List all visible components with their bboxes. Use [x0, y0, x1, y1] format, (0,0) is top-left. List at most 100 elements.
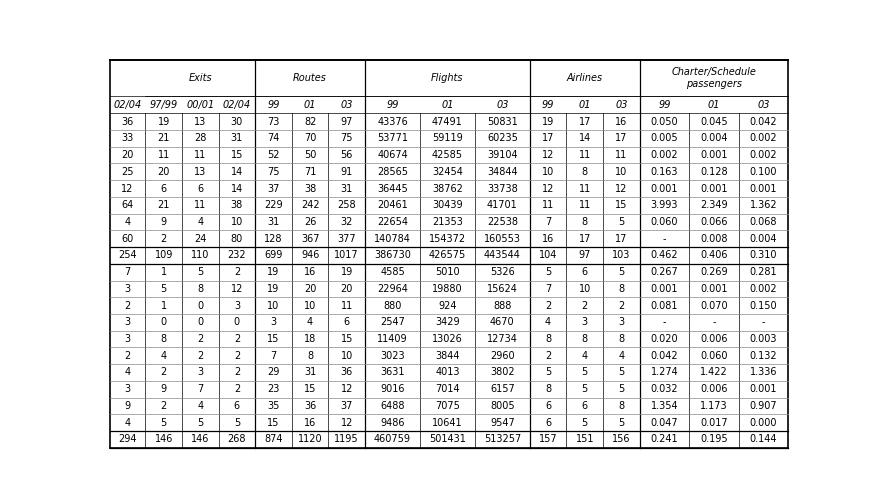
- Text: 12: 12: [341, 417, 353, 428]
- Text: 33738: 33738: [487, 184, 518, 194]
- Text: 73: 73: [267, 117, 279, 127]
- Text: 0.002: 0.002: [750, 150, 777, 160]
- Text: 38: 38: [230, 200, 243, 210]
- Text: 17: 17: [615, 234, 627, 244]
- Text: 0.281: 0.281: [750, 267, 777, 277]
- Text: 1.336: 1.336: [750, 368, 777, 377]
- Text: 0.001: 0.001: [700, 150, 728, 160]
- Text: 56: 56: [341, 150, 353, 160]
- Text: 0: 0: [160, 317, 166, 327]
- Text: 103: 103: [612, 250, 631, 261]
- Text: 160553: 160553: [484, 234, 521, 244]
- Text: 2: 2: [160, 368, 166, 377]
- Text: 1017: 1017: [335, 250, 359, 261]
- Text: 8: 8: [582, 334, 588, 344]
- Text: 19: 19: [542, 117, 555, 127]
- Text: 0.042: 0.042: [750, 117, 777, 127]
- Text: 0.310: 0.310: [750, 250, 777, 261]
- Text: 0.032: 0.032: [651, 384, 678, 394]
- Text: 880: 880: [384, 301, 402, 310]
- Text: 156: 156: [612, 434, 631, 444]
- Text: 699: 699: [265, 250, 283, 261]
- Text: 5010: 5010: [435, 267, 460, 277]
- Text: 10: 10: [615, 167, 627, 177]
- Text: 5: 5: [618, 384, 625, 394]
- Text: 6: 6: [545, 417, 551, 428]
- Text: 0.006: 0.006: [700, 384, 728, 394]
- Text: 3: 3: [618, 317, 625, 327]
- Text: 4: 4: [545, 317, 551, 327]
- Text: 2: 2: [234, 334, 240, 344]
- Text: 00/01: 00/01: [186, 100, 215, 110]
- Text: 2: 2: [197, 351, 203, 361]
- Text: 38762: 38762: [432, 184, 463, 194]
- Text: 36: 36: [341, 368, 353, 377]
- Text: 3.993: 3.993: [651, 200, 678, 210]
- Text: 21: 21: [158, 133, 170, 143]
- Text: 28565: 28565: [377, 167, 408, 177]
- Text: 22654: 22654: [377, 217, 408, 227]
- Text: 12: 12: [542, 184, 555, 194]
- Text: 0.100: 0.100: [750, 167, 777, 177]
- Text: 0.060: 0.060: [651, 217, 678, 227]
- Text: 20: 20: [121, 150, 134, 160]
- Text: 03: 03: [496, 100, 509, 110]
- Text: 3802: 3802: [490, 368, 515, 377]
- Text: 7014: 7014: [435, 384, 460, 394]
- Text: 8: 8: [545, 334, 551, 344]
- Text: 11: 11: [615, 150, 627, 160]
- Text: 21: 21: [158, 200, 170, 210]
- Text: 70: 70: [304, 133, 316, 143]
- Text: 110: 110: [191, 250, 209, 261]
- Text: 0.144: 0.144: [750, 434, 777, 444]
- Text: 3844: 3844: [435, 351, 460, 361]
- Text: 22964: 22964: [377, 284, 408, 294]
- Text: 36: 36: [121, 117, 133, 127]
- Text: 59119: 59119: [432, 133, 463, 143]
- Text: 12: 12: [542, 150, 555, 160]
- Text: 11: 11: [579, 200, 590, 210]
- Text: -: -: [762, 317, 766, 327]
- Text: 19880: 19880: [432, 284, 463, 294]
- Text: 5: 5: [197, 417, 203, 428]
- Text: 75: 75: [267, 167, 279, 177]
- Text: 0.004: 0.004: [750, 234, 777, 244]
- Text: 80: 80: [230, 234, 243, 244]
- Text: 3: 3: [124, 384, 131, 394]
- Text: 8: 8: [618, 401, 625, 411]
- Text: 1.173: 1.173: [700, 401, 728, 411]
- Text: 8: 8: [582, 217, 588, 227]
- Text: 5: 5: [618, 368, 625, 377]
- Text: 20461: 20461: [378, 200, 408, 210]
- Text: 6: 6: [343, 317, 350, 327]
- Text: 4670: 4670: [490, 317, 515, 327]
- Text: -: -: [712, 317, 716, 327]
- Text: 5: 5: [582, 384, 588, 394]
- Text: Charter/Schedule
passengers: Charter/Schedule passengers: [672, 67, 757, 89]
- Text: 6: 6: [582, 401, 588, 411]
- Text: 874: 874: [265, 434, 283, 444]
- Text: 0.050: 0.050: [651, 117, 678, 127]
- Text: 31: 31: [341, 184, 353, 194]
- Text: 6: 6: [160, 184, 166, 194]
- Text: 946: 946: [301, 250, 320, 261]
- Text: 4: 4: [197, 401, 203, 411]
- Text: 10: 10: [230, 217, 243, 227]
- Text: 32: 32: [341, 217, 353, 227]
- Text: 9486: 9486: [380, 417, 405, 428]
- Text: 17: 17: [578, 117, 591, 127]
- Text: 0.070: 0.070: [700, 301, 728, 310]
- Text: 19: 19: [341, 267, 353, 277]
- Text: 1.354: 1.354: [651, 401, 678, 411]
- Text: 242: 242: [300, 200, 320, 210]
- Text: 5: 5: [618, 217, 625, 227]
- Text: 50: 50: [304, 150, 316, 160]
- Text: 294: 294: [118, 434, 137, 444]
- Text: 0.195: 0.195: [700, 434, 728, 444]
- Text: 386730: 386730: [374, 250, 411, 261]
- Text: 39104: 39104: [487, 150, 518, 160]
- Text: 36445: 36445: [378, 184, 408, 194]
- Text: 1.422: 1.422: [700, 368, 728, 377]
- Text: 229: 229: [265, 200, 283, 210]
- Text: 36: 36: [304, 401, 316, 411]
